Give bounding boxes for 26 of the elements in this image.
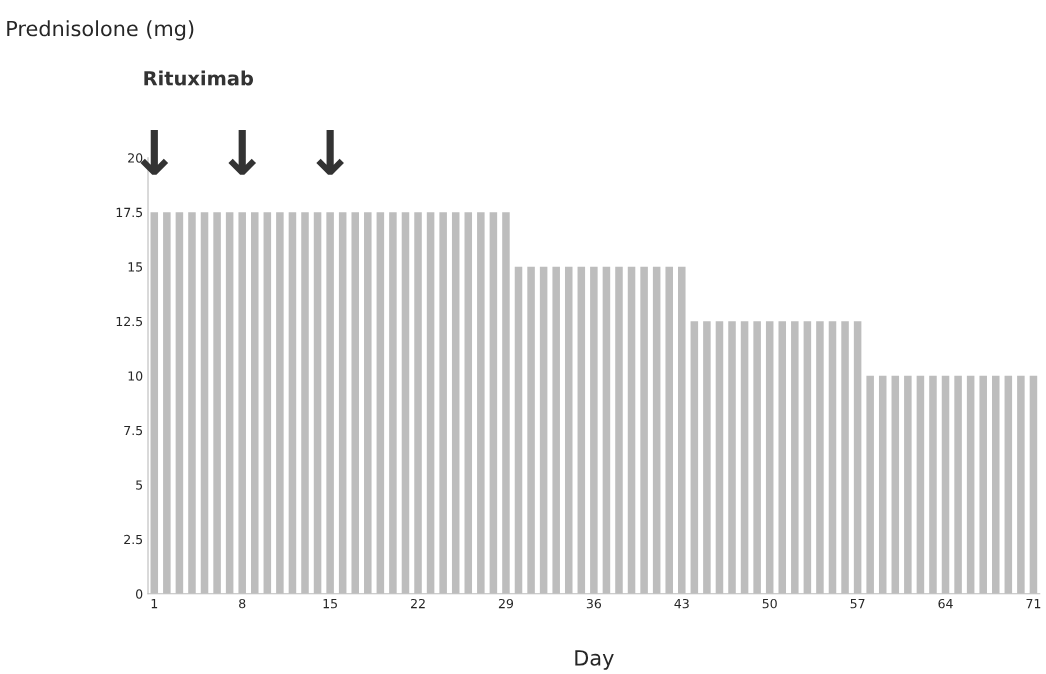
x-tick-label: 71 bbox=[1026, 599, 1041, 609]
text: Prednisolone (mg) bbox=[7, 20, 194, 41]
y-tick-label: 20 bbox=[128, 153, 143, 163]
x-tick-label: 29 bbox=[498, 598, 514, 609]
x-tick-label: 22 bbox=[411, 598, 425, 609]
text: Rituximab bbox=[144, 70, 254, 86]
y-tick-label: 17.5 bbox=[116, 207, 143, 218]
y-tick-label: 10 bbox=[128, 371, 143, 381]
x-tick-label: 1 bbox=[151, 599, 158, 609]
x-tick-label: 36 bbox=[586, 598, 602, 609]
annotation: ↓ bbox=[228, 130, 257, 175]
x-tick-label: 43 bbox=[674, 598, 689, 609]
x-tick-label: 8 bbox=[239, 598, 246, 609]
x-axis-title: Day bbox=[575, 650, 614, 670]
y-tick-label: 7.5 bbox=[124, 425, 143, 436]
y-tick-label: 12.5 bbox=[116, 316, 143, 327]
x-tick-label: 64 bbox=[938, 598, 953, 609]
x-tick-label: 57 bbox=[850, 599, 865, 609]
x-tick-label: 50 bbox=[762, 598, 777, 609]
y-tick-label: 0 bbox=[136, 589, 143, 599]
x-tick-label: 15 bbox=[323, 599, 337, 609]
annotation: ↓ bbox=[316, 130, 344, 175]
y-tick-label: 2.5 bbox=[124, 534, 143, 545]
y-tick-label: 5 bbox=[136, 480, 143, 490]
y-tick-label: 15 bbox=[128, 262, 143, 272]
annotation: ↓ bbox=[140, 130, 169, 175]
